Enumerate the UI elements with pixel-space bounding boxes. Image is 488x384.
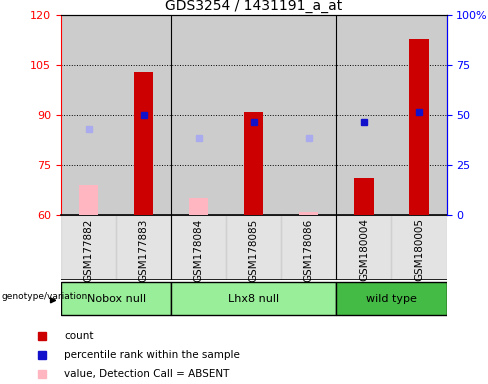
Bar	[171, 15, 226, 215]
Bar	[336, 15, 391, 215]
FancyBboxPatch shape	[171, 282, 336, 315]
Text: GSM178084: GSM178084	[194, 218, 203, 281]
Text: GSM178085: GSM178085	[249, 218, 259, 281]
Bar	[281, 215, 336, 280]
FancyBboxPatch shape	[61, 282, 171, 315]
Text: value, Detection Call = ABSENT: value, Detection Call = ABSENT	[64, 369, 229, 379]
Bar	[116, 15, 171, 215]
Text: percentile rank within the sample: percentile rank within the sample	[64, 350, 240, 360]
Bar	[391, 215, 447, 280]
Bar	[226, 15, 281, 215]
Bar	[116, 215, 171, 280]
Bar	[336, 215, 391, 280]
Text: GSM177883: GSM177883	[139, 218, 149, 282]
Bar	[116, 15, 171, 215]
Text: genotype/variation: genotype/variation	[1, 292, 87, 301]
Bar	[354, 179, 373, 215]
Text: wild type: wild type	[366, 293, 417, 304]
Bar	[299, 212, 319, 215]
Text: GSM177882: GSM177882	[83, 218, 94, 282]
Text: GSM180005: GSM180005	[414, 218, 424, 281]
Bar	[79, 185, 98, 215]
Bar	[244, 112, 264, 215]
Bar	[61, 15, 116, 215]
Bar	[281, 15, 336, 215]
Bar	[409, 39, 428, 215]
Bar	[171, 215, 226, 280]
FancyBboxPatch shape	[336, 282, 447, 315]
Bar	[391, 15, 447, 215]
Title: GDS3254 / 1431191_a_at: GDS3254 / 1431191_a_at	[165, 0, 343, 13]
Text: Nobox null: Nobox null	[86, 293, 145, 304]
Bar	[61, 215, 116, 280]
Bar	[189, 199, 208, 215]
Bar	[226, 215, 281, 280]
Bar	[226, 15, 281, 215]
Bar	[171, 15, 226, 215]
Text: count: count	[64, 331, 93, 341]
Text: GSM180004: GSM180004	[359, 218, 369, 281]
Bar	[61, 15, 116, 215]
Bar	[134, 72, 153, 215]
Bar	[391, 15, 447, 215]
Text: GSM178086: GSM178086	[304, 218, 314, 281]
Text: Lhx8 null: Lhx8 null	[228, 293, 279, 304]
Bar	[336, 15, 391, 215]
Bar	[281, 15, 336, 215]
